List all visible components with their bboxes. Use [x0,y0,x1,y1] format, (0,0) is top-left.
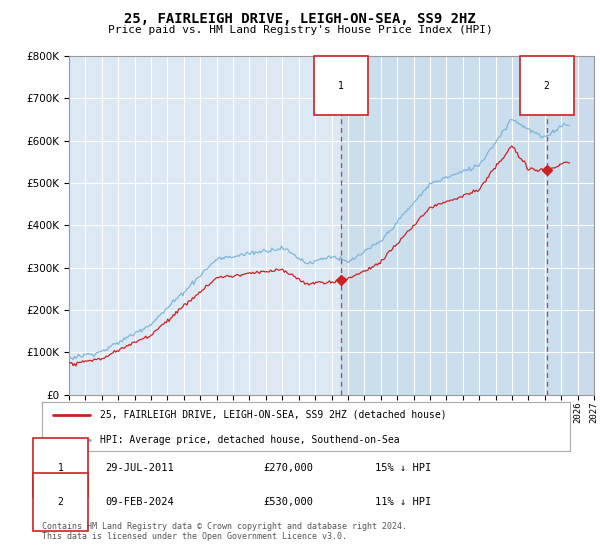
Text: 29-JUL-2011: 29-JUL-2011 [106,463,174,473]
Bar [569,56,594,395]
Text: 11% ↓ HPI: 11% ↓ HPI [374,497,431,507]
Text: £530,000: £530,000 [264,497,314,507]
Text: 2: 2 [58,497,64,507]
Text: 2: 2 [544,81,550,91]
Text: Price paid vs. HM Land Registry's House Price Index (HPI): Price paid vs. HM Land Registry's House … [107,25,493,35]
Text: 25, FAIRLEIGH DRIVE, LEIGH-ON-SEA, SS9 2HZ: 25, FAIRLEIGH DRIVE, LEIGH-ON-SEA, SS9 2… [124,12,476,26]
Text: Contains HM Land Registry data © Crown copyright and database right 2024.
This d: Contains HM Land Registry data © Crown c… [42,522,407,542]
Text: 15% ↓ HPI: 15% ↓ HPI [374,463,431,473]
Text: HPI: Average price, detached house, Southend-on-Sea: HPI: Average price, detached house, Sout… [100,435,400,445]
Text: 1: 1 [338,81,344,91]
Text: £270,000: £270,000 [264,463,314,473]
Text: 25, FAIRLEIGH DRIVE, LEIGH-ON-SEA, SS9 2HZ (detached house): 25, FAIRLEIGH DRIVE, LEIGH-ON-SEA, SS9 2… [100,410,447,420]
Text: 1: 1 [58,463,64,473]
Text: 09-FEB-2024: 09-FEB-2024 [106,497,174,507]
Bar [341,56,594,395]
Bar [569,56,594,395]
